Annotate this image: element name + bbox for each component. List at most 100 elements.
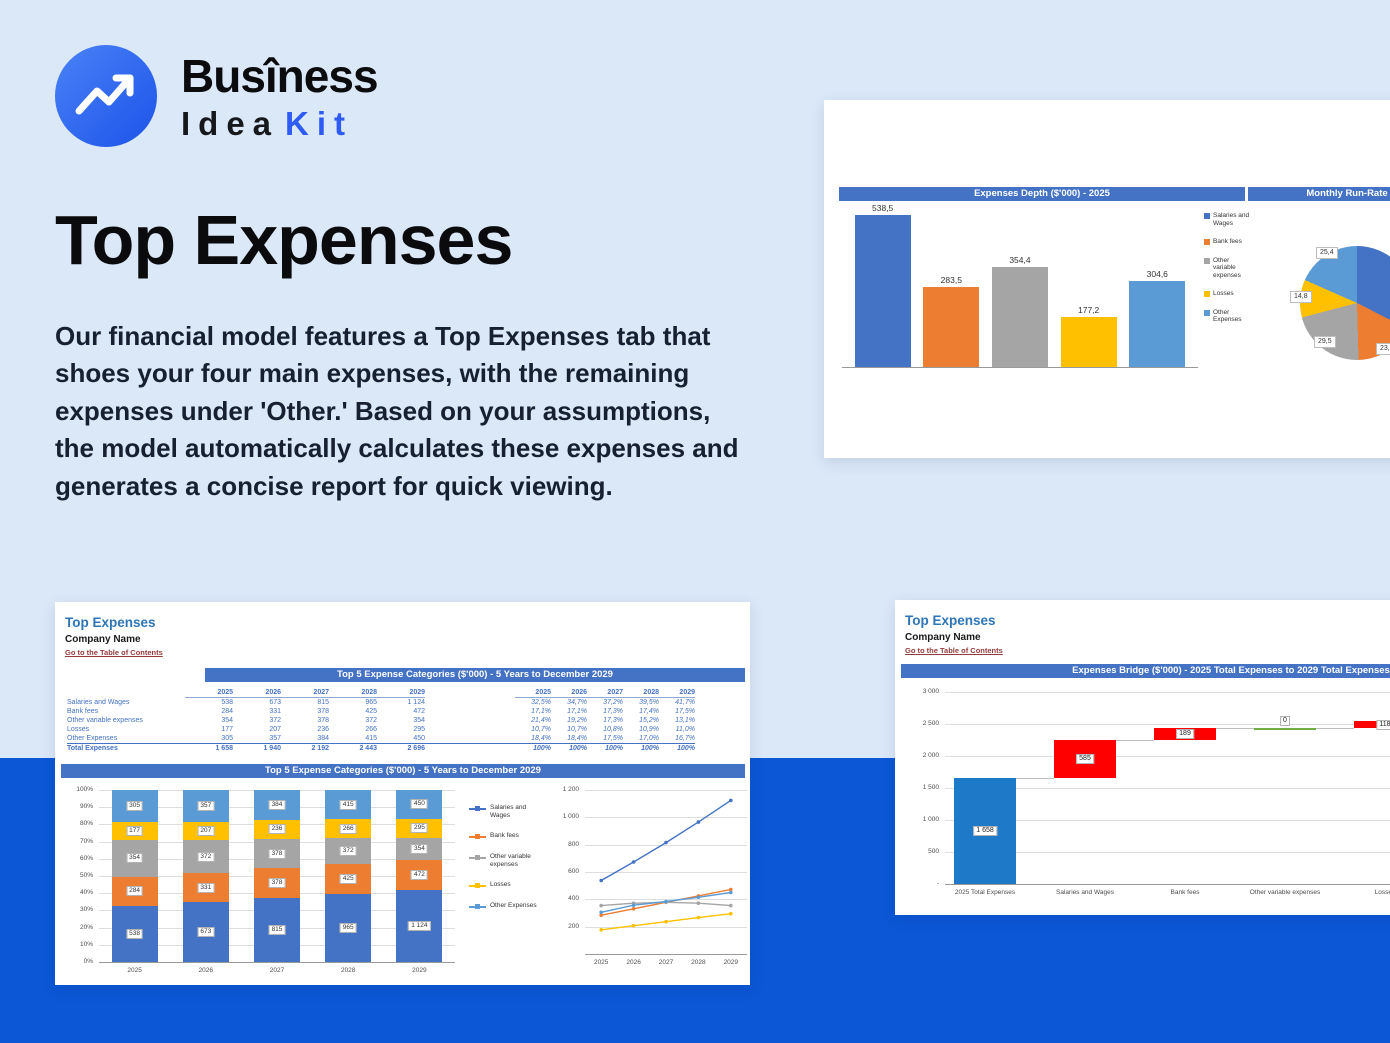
pct-cell: 10,7% (531, 726, 551, 733)
bar-value-label: 283,5 (940, 275, 962, 285)
row-label: Losses (67, 726, 90, 733)
line-point (631, 903, 636, 907)
pie-slice-label: 29,5 (1314, 336, 1336, 348)
stacked-bar: 815 378 378 236 384 (254, 790, 300, 962)
year-header: 2025 (515, 688, 551, 698)
value-cell: 354 (221, 717, 233, 724)
x-axis-label: 2025 (593, 959, 609, 966)
legend-item: Bank fees (1204, 238, 1252, 246)
screenshot-expenses-depth-card: Expenses Depth ($'000) - 2025 Monthly Ru… (824, 100, 1390, 458)
total-row-label: Total Expenses (67, 743, 185, 753)
stacked-segment: 207 (182, 821, 229, 840)
value-cell: 357 (269, 735, 281, 742)
segment-value-label: 295 (410, 823, 428, 834)
bar-value-label: 177,2 (1077, 305, 1100, 315)
pct-cell: 13,1% (675, 717, 695, 724)
value-cell: 372 (365, 717, 377, 724)
grid-line (945, 788, 1390, 789)
total-pct-cell: 100% (659, 743, 695, 753)
value-cell: 1 124 (407, 699, 425, 706)
segment-value-label: 1 124 (408, 921, 431, 932)
line-point (729, 887, 733, 892)
y-axis-label: 100% (76, 786, 93, 793)
line-point (729, 798, 733, 803)
pct-cell: 16,7% (675, 735, 695, 742)
legend-line-marker-icon (469, 805, 486, 812)
sheet-title: Top Expenses (65, 615, 156, 630)
value-cell: 378 (317, 708, 329, 715)
legend-marker (475, 904, 480, 909)
total-pct-cell: 100% (623, 743, 659, 753)
line-point (696, 901, 701, 905)
total-pct-cell: 100% (515, 743, 551, 753)
line-point (729, 890, 733, 895)
line-point (599, 928, 603, 932)
stacked-segment: 673 (182, 902, 229, 962)
y-axis-label: 10% (79, 940, 93, 948)
stacked-segment: 384 (254, 790, 300, 821)
stacked-bar-chart: 100% 90% 80% 70% 60% 50% 40% 30% 20% 10% 0% 538 284 3… (63, 786, 465, 986)
legend-label: Salaries and Wages (490, 804, 527, 819)
y-axis-label: 90% (79, 803, 93, 811)
page-title: Top Expenses (55, 201, 513, 279)
bar-value-label: 354,4 (1009, 255, 1031, 265)
x-axis-label: Losses (1374, 889, 1390, 896)
pct-cell: 15,2% (639, 717, 659, 724)
y-axis-label: 2 000 (922, 752, 939, 759)
stacked-segment: 538 (111, 906, 158, 962)
stacked-bar: 965 425 372 266 415 (325, 790, 372, 962)
segment-value-label: 425 (339, 874, 357, 885)
line-point (631, 923, 636, 928)
table-spacer (425, 716, 515, 725)
year-header: 2026 (233, 688, 281, 698)
y-axis-label: 1 200 (562, 786, 579, 793)
expense-series-legend: Salaries and Wages Bank fees Other variabl… (469, 804, 547, 923)
legend-label: Other variable expenses (490, 853, 531, 868)
total-value-cell: 2 192 (281, 743, 329, 753)
y-axis-label: 2 500 (922, 720, 939, 727)
row-label: Bank fees (67, 708, 99, 715)
table-spacer (425, 688, 515, 698)
legend-item: Salaries and Wages (469, 804, 547, 819)
pct-cell: 10,9% (639, 726, 659, 733)
value-cell: 295 (413, 726, 425, 733)
legend-item: Other Expenses (1204, 309, 1252, 324)
stacked-segment: 266 (325, 819, 372, 838)
y-axis-label: 0% (83, 958, 93, 965)
brand-wordmark: Busîness Idea Kit (181, 49, 379, 143)
expense-chart-header: Top 5 Expense Categories ($'000) - 5 Yea… (61, 764, 745, 778)
pct-cell: 10,8% (603, 726, 623, 733)
stacked-segment: 236 (254, 820, 300, 839)
trend-arrow-icon (75, 74, 134, 115)
line-point (696, 895, 701, 900)
expense-table: 2025 2026 2027 2028 2029 2025 2026 2027 2028 2029… (67, 688, 695, 753)
year-header: 2027 (587, 688, 623, 698)
x-axis-label: 2025 (127, 967, 142, 974)
line-series (600, 799, 732, 882)
legend-swatch (1204, 309, 1210, 316)
legend-label: Bank fees (490, 832, 519, 839)
company-name: Company Name (65, 634, 141, 645)
line-point (696, 820, 701, 824)
grid-line (585, 844, 747, 846)
stacked-bar: 1 124 472 354 295 450 (396, 790, 443, 962)
segment-value-label: 415 (339, 799, 357, 810)
brand-name-line2: Idea Kit (181, 105, 378, 143)
pct-cell: 17,0% (639, 735, 659, 742)
legend-swatch (1204, 239, 1210, 245)
legend-line-marker-icon (469, 903, 486, 910)
toc-link: Go to the Table of Contents (905, 646, 1003, 655)
y-axis-label: 30% (79, 906, 93, 914)
legend-swatch (1204, 257, 1210, 264)
x-axis-label: 2028 (691, 959, 706, 966)
segment-value-label: 378 (268, 848, 286, 859)
bar-group: 538,5 (854, 203, 911, 367)
pct-cell: 41,7% (675, 699, 695, 706)
segment-value-label: 305 (126, 800, 144, 811)
line-point (599, 878, 603, 883)
stacked-segment: 284 (111, 876, 158, 907)
x-axis-label: 2029 (723, 959, 739, 966)
legend-label: Other Expenses (1213, 308, 1242, 324)
y-axis-label: 1 000 (922, 816, 939, 823)
stacked-segment: 472 (396, 860, 443, 891)
